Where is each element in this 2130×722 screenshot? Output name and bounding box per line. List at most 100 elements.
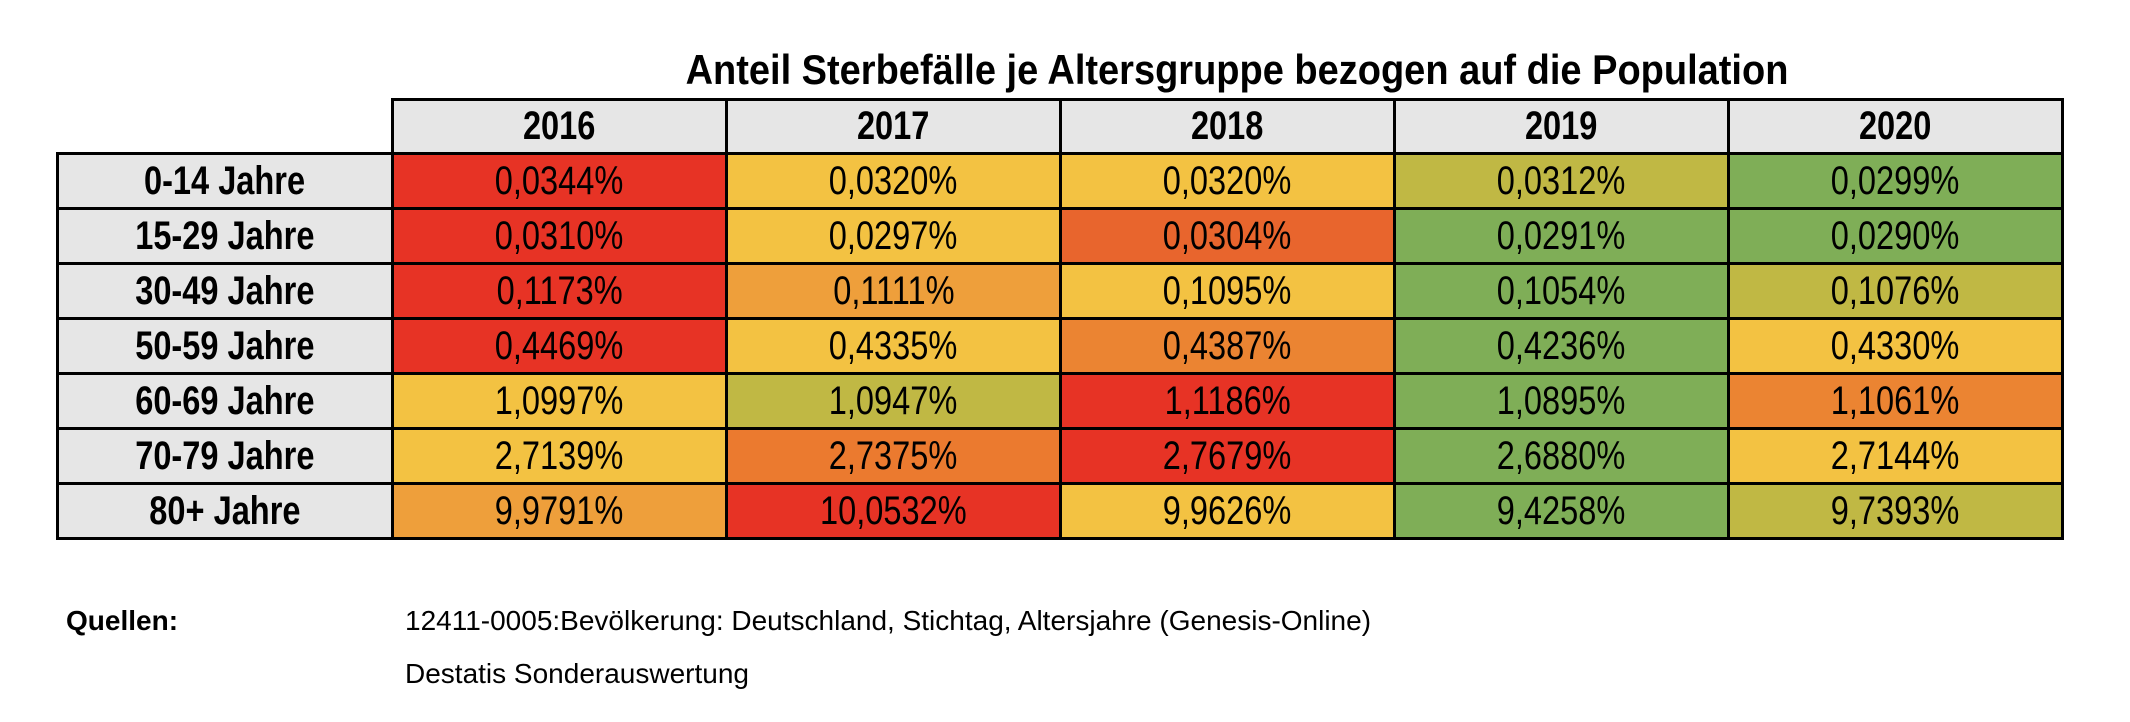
value-text: 0,0297% bbox=[829, 212, 958, 258]
value-text: 0,0304% bbox=[1163, 212, 1292, 258]
value-text: 0,1111% bbox=[832, 267, 955, 313]
value-text: 1,0997% bbox=[495, 377, 624, 423]
value-cell: 1,0895% bbox=[1393, 371, 1730, 430]
value-cell: 0,0320% bbox=[1059, 151, 1396, 210]
value-text: 9,7393% bbox=[1831, 487, 1960, 533]
row-label: 0-14 Jahre bbox=[144, 157, 306, 203]
value-text: 0,0312% bbox=[1497, 157, 1626, 203]
column-header-2016: 2016 bbox=[391, 98, 728, 155]
value-cell: 9,9626% bbox=[1059, 481, 1396, 540]
value-text: 9,4258% bbox=[1497, 487, 1626, 533]
value-text: 2,7375% bbox=[829, 432, 958, 478]
value-text: 0,4469% bbox=[495, 322, 624, 368]
value-cell: 9,4258% bbox=[1393, 481, 1730, 540]
table-row: 80+ Jahre 9,9791% 10,0532% 9,9626% 9,4258% 9,… bbox=[56, 481, 2064, 540]
value-text: 1,1061% bbox=[1831, 377, 1960, 423]
value-cell: 0,4236% bbox=[1393, 316, 1730, 375]
column-header-2017: 2017 bbox=[725, 98, 1062, 155]
value-text: 0,0310% bbox=[495, 212, 624, 258]
value-cell: 1,0997% bbox=[391, 371, 728, 430]
table-row: 30-49 Jahre 0,1173% 0,1111% 0,1095% 0,1054% 0… bbox=[56, 261, 2064, 320]
value-cell: 0,0291% bbox=[1393, 206, 1730, 265]
value-text: 0,4236% bbox=[1497, 322, 1626, 368]
row-label: 80+ Jahre bbox=[149, 487, 301, 533]
value-cell: 0,4330% bbox=[1727, 316, 2064, 375]
table-row: 70-79 Jahre 2,7139% 2,7375% 2,7679% 2,6880% 2… bbox=[56, 426, 2064, 485]
value-cell: 0,1054% bbox=[1393, 261, 1730, 320]
row-header: 60-69 Jahre bbox=[56, 371, 394, 430]
value-cell: 9,7393% bbox=[1727, 481, 2064, 540]
value-text: 1,1186% bbox=[1164, 377, 1291, 423]
source-item: Destatis Sonderauswertung bbox=[405, 658, 749, 689]
value-cell: 2,7679% bbox=[1059, 426, 1396, 485]
value-cell: 0,0290% bbox=[1727, 206, 2064, 265]
row-label: 50-59 Jahre bbox=[135, 322, 315, 368]
value-text: 9,9626% bbox=[1163, 487, 1292, 533]
value-cell: 0,1173% bbox=[391, 261, 728, 320]
value-cell: 1,1186% bbox=[1059, 371, 1396, 430]
value-text: 0,4335% bbox=[829, 322, 958, 368]
value-cell: 9,9791% bbox=[391, 481, 728, 540]
value-cell: 2,7139% bbox=[391, 426, 728, 485]
value-cell: 0,0310% bbox=[391, 206, 728, 265]
column-header-label: 2016 bbox=[523, 103, 596, 148]
value-text: 0,0290% bbox=[1831, 212, 1960, 258]
value-cell: 0,1111% bbox=[725, 261, 1062, 320]
column-header-2020: 2020 bbox=[1727, 98, 2064, 155]
value-text: 0,0291% bbox=[1497, 212, 1626, 258]
column-header-label: 2019 bbox=[1525, 103, 1598, 148]
table-row: 15-29 Jahre 0,0310% 0,0297% 0,0304% 0,0291% 0… bbox=[56, 206, 2064, 265]
row-header: 15-29 Jahre bbox=[56, 206, 394, 265]
header-row: 2016 2017 2018 2019 2020 bbox=[57, 98, 2064, 155]
row-header: 50-59 Jahre bbox=[56, 316, 394, 375]
value-text: 0,0344% bbox=[495, 157, 624, 203]
table-title: Anteil Sterbefälle je Altersgruppe bezog… bbox=[685, 47, 1789, 95]
value-text: 0,0299% bbox=[1831, 157, 1960, 203]
value-cell: 0,0344% bbox=[391, 151, 728, 210]
row-header: 70-79 Jahre bbox=[56, 426, 394, 485]
row-header: 0-14 Jahre bbox=[56, 151, 394, 210]
value-cell: 0,4387% bbox=[1059, 316, 1396, 375]
value-text: 0,1173% bbox=[496, 267, 623, 313]
mortality-table: 2016 2017 2018 2019 2020 0-14 Jahre 0,0344% 0,… bbox=[56, 98, 2064, 540]
value-text: 0,4387% bbox=[1163, 322, 1292, 368]
value-cell: 0,0299% bbox=[1727, 151, 2064, 210]
row-label: 30-49 Jahre bbox=[135, 267, 315, 313]
value-cell: 1,0947% bbox=[725, 371, 1062, 430]
column-header-label: 2018 bbox=[1191, 103, 1264, 148]
value-text: 1,0947% bbox=[829, 377, 958, 423]
row-header: 30-49 Jahre bbox=[56, 261, 394, 320]
value-cell: 0,4469% bbox=[391, 316, 728, 375]
value-text: 0,0320% bbox=[1163, 157, 1292, 203]
value-text: 2,7144% bbox=[1831, 432, 1960, 478]
value-text: 9,9791% bbox=[495, 487, 624, 533]
value-cell: 0,4335% bbox=[725, 316, 1062, 375]
value-cell: 0,0297% bbox=[725, 206, 1062, 265]
value-text: 2,6880% bbox=[1497, 432, 1626, 478]
corner-cell bbox=[57, 99, 394, 155]
value-text: 2,7139% bbox=[495, 432, 624, 478]
row-label: 60-69 Jahre bbox=[135, 377, 315, 423]
value-text: 0,4330% bbox=[1831, 322, 1960, 368]
value-text: 0,1095% bbox=[1163, 267, 1292, 313]
value-cell: 0,1095% bbox=[1059, 261, 1396, 320]
source-item: 12411-0005:Bevölkerung: Deutschland, Sti… bbox=[405, 605, 1372, 636]
value-cell: 10,0532% bbox=[725, 481, 1062, 540]
sources-label: Quellen: bbox=[66, 605, 179, 636]
value-text: 0,1054% bbox=[1497, 267, 1626, 313]
row-label: 15-29 Jahre bbox=[135, 212, 315, 258]
value-text: 2,7679% bbox=[1163, 432, 1292, 478]
value-cell: 2,7144% bbox=[1727, 426, 2064, 485]
table-row: 0-14 Jahre 0,0344% 0,0320% 0,0320% 0,0312% 0,… bbox=[56, 151, 2064, 210]
column-header-2019: 2019 bbox=[1393, 98, 1730, 155]
table-row: 60-69 Jahre 1,0997% 1,0947% 1,1186% 1,0895% 1… bbox=[56, 371, 2064, 430]
value-text: 0,1076% bbox=[1831, 267, 1960, 313]
value-cell: 0,0304% bbox=[1059, 206, 1396, 265]
column-header-label: 2017 bbox=[857, 103, 930, 148]
value-text: 10,0532% bbox=[820, 487, 967, 533]
value-cell: 0,0320% bbox=[725, 151, 1062, 210]
column-header-label: 2020 bbox=[1859, 103, 1932, 148]
value-cell: 0,1076% bbox=[1727, 261, 2064, 320]
value-cell: 1,1061% bbox=[1727, 371, 2064, 430]
value-cell: 0,0312% bbox=[1393, 151, 1730, 210]
